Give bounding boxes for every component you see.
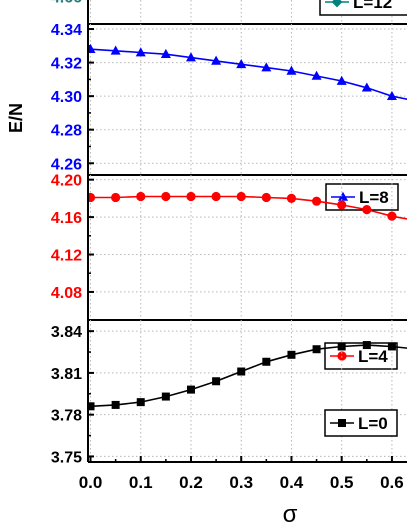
data-point: [160, 48, 171, 58]
legend-label: L=0: [358, 414, 388, 433]
y-axis-label: E/N: [6, 103, 26, 133]
data-series: [88, 43, 407, 100]
grid-lines: [88, 24, 407, 175]
data-point: [88, 43, 96, 53]
x-tick-label: 0.4: [280, 473, 304, 492]
data-point: [211, 55, 222, 65]
y-tick-label: 3.81: [51, 366, 82, 383]
data-point: [311, 70, 322, 80]
y-tick-label: 4.26: [51, 156, 82, 173]
x-tick-label: 0.0: [79, 473, 103, 492]
legend-marker: [338, 419, 346, 427]
x-tick-label: 0.2: [179, 473, 203, 492]
data-point: [186, 191, 196, 202]
y-tick-label: 4.16: [51, 210, 82, 227]
legend: L=12: [319, 0, 407, 16]
data-point: [362, 205, 372, 215]
data-point: [185, 52, 196, 62]
y-tick-label: 3.84: [51, 324, 82, 341]
legend: L=8: [325, 183, 399, 211]
data-point: [337, 200, 347, 210]
y-tick-label: 4.08: [51, 285, 82, 302]
y-tick-label: 4.66: [51, 0, 82, 7]
series-line: [90, 344, 407, 408]
data-point: [261, 62, 272, 72]
x-axis-label: σ: [283, 501, 298, 527]
data-point: [386, 90, 397, 100]
data-point: [362, 341, 371, 350]
x-axis-tick-labels: 0.0 0.1 0.2 0.3 0.4 0.5 0.6: [79, 456, 404, 492]
legend-label: L=8: [359, 188, 389, 207]
legend: L=0: [324, 409, 398, 437]
data-point: [111, 192, 121, 203]
y-tick-label: 4.30: [51, 89, 82, 106]
data-series: [88, 341, 407, 411]
data-point: [387, 342, 396, 351]
data-point: [236, 191, 246, 202]
data-point: [135, 47, 146, 57]
legend-marker: [331, 0, 343, 8]
data-point: [311, 196, 322, 206]
chart-panel: 4.34 4.32 4.30 4.28 4.26 L=8: [51, 22, 407, 211]
y-tick-label: 4.32: [51, 56, 82, 73]
data-point: [337, 342, 346, 351]
data-point: [261, 192, 271, 203]
data-point: [212, 377, 221, 386]
data-point: [161, 392, 170, 401]
data-point: [88, 192, 96, 203]
chart-panel: 3.84 3.81 3.78 3.75 L=0: [51, 320, 407, 466]
data-point: [312, 345, 321, 354]
data-point: [236, 58, 247, 69]
data-point: [186, 385, 195, 394]
data-point: [336, 75, 347, 85]
legend-marker: [338, 191, 348, 201]
data-point: [286, 65, 297, 75]
x-tick-label: 0.1: [129, 473, 153, 492]
x-tick-label: 0.5: [330, 473, 354, 492]
chart-panels: 4.66L=124.344.324.304.284.26L=84.204.164…: [51, 0, 407, 466]
data-point: [161, 191, 171, 202]
data-point: [286, 193, 297, 203]
chart-panel: 4.66 L=12: [51, 0, 407, 25]
y-tick-label: 3.75: [51, 449, 82, 466]
data-point: [361, 82, 372, 92]
y-tick-label: 4.12: [51, 248, 82, 265]
y-tick-label: 4.20: [51, 173, 82, 190]
data-point: [237, 367, 246, 376]
data-point: [111, 400, 120, 409]
data-point: [136, 191, 146, 202]
y-tick-label: 4.28: [51, 123, 82, 140]
data-point: [287, 350, 296, 359]
x-tick-label: 0.6: [380, 473, 404, 492]
y-tick-label: 4.34: [51, 22, 82, 39]
series-line: [90, 48, 407, 100]
x-tick-label: 0.3: [229, 473, 253, 492]
data-point: [262, 357, 271, 366]
data-point: [211, 191, 221, 202]
grid-lines: [88, 320, 407, 462]
data-point: [110, 45, 121, 55]
y-tick-label: 3.78: [51, 408, 82, 425]
data-point: [136, 398, 145, 407]
legend-label: L=4: [358, 347, 388, 366]
data-series: [88, 191, 407, 221]
data-point: [88, 402, 95, 411]
data-point: [387, 211, 397, 221]
legend-label: L=12: [353, 0, 392, 12]
